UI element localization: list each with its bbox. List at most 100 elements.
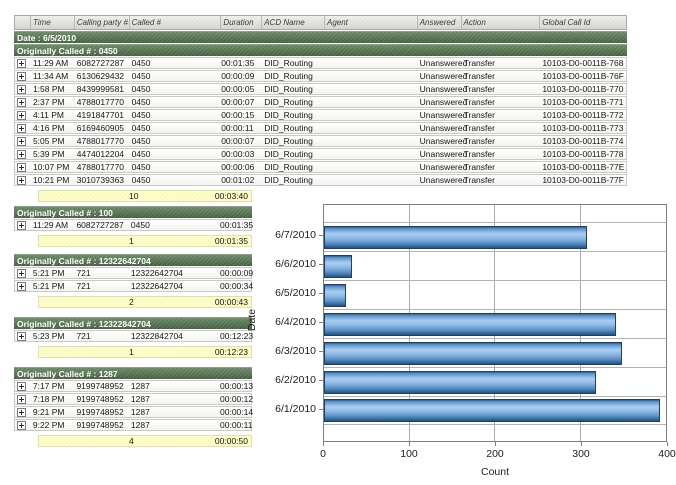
group-summary-row: 10 00:03:40	[38, 190, 252, 202]
expand-icon[interactable]	[17, 268, 26, 278]
cell-answered: Unanswered	[419, 149, 468, 159]
expand-icon[interactable]	[17, 381, 26, 391]
cell-called: 1287	[130, 394, 150, 404]
table-row: 7:18 PM 9199748952 1287 00:00:12	[14, 393, 253, 405]
chart-bar	[324, 283, 346, 307]
expand-cell	[15, 394, 31, 404]
chart-category-row	[324, 280, 666, 309]
expand-icon[interactable]	[17, 162, 26, 172]
cell-calling-party: 3010739363	[76, 175, 125, 185]
table-row: 10:21 PM 3010739363 0450 00:01:02 DID_Routin…	[14, 174, 627, 186]
expand-icon[interactable]	[17, 123, 26, 133]
expand-cell	[15, 268, 31, 278]
group-total-duration: 00:03:40	[214, 191, 248, 201]
expand-icon[interactable]	[17, 110, 26, 120]
expand-icon[interactable]	[17, 58, 26, 68]
cell-duration: 00:01:02	[221, 175, 255, 185]
y-tick	[319, 293, 323, 294]
cell-global-call-id: 10103-D0-0011B-772	[542, 110, 624, 120]
y-tick	[319, 380, 323, 381]
cell-agent	[325, 136, 418, 146]
cell-called: 0450	[131, 97, 151, 107]
cell-action: Transfer	[463, 97, 495, 107]
expand-cell	[15, 123, 31, 133]
cell-acd-name: DID_Routing	[264, 84, 313, 94]
table-row: 10:07 PM 4788017770 0450 00:00:06 DID_Routin…	[14, 161, 627, 173]
expand-cell	[15, 136, 31, 146]
cell-duration: 00:00:11	[221, 123, 254, 133]
chart-bar	[324, 370, 596, 394]
expand-icon[interactable]	[17, 220, 26, 230]
group-summary-row: 4 00:00:50	[38, 435, 252, 447]
cell-acd-name: DID_Routing	[264, 123, 313, 133]
expand-icon[interactable]	[17, 84, 26, 94]
column-header-called: Called #	[130, 16, 222, 29]
cell-called: 0450	[131, 175, 151, 185]
cell-called: 0450	[131, 136, 151, 146]
expand-icon[interactable]	[17, 394, 26, 404]
chart-category-row	[324, 251, 666, 280]
cell-time: 11:29 AM	[32, 220, 69, 230]
cell-answered: Unanswered	[419, 162, 468, 172]
expand-icon[interactable]	[17, 407, 26, 417]
group-total-duration: 00:12:23	[214, 347, 248, 357]
cell-global-call-id: 10103-D0-0011B-778	[542, 149, 624, 159]
cell-calling-party: 721	[76, 331, 91, 341]
group-table: Originally Called # : 1287 7:17 PM 9199748…	[14, 366, 254, 447]
y-tick	[319, 409, 323, 410]
expand-icon[interactable]	[17, 331, 26, 341]
x-axis-title: Count	[480, 466, 510, 478]
chart-category-row	[324, 396, 666, 425]
expand-icon[interactable]	[17, 281, 26, 291]
y-tick	[319, 264, 323, 265]
cell-called: 1287	[130, 407, 150, 417]
y-tick-label: 6/3/2010	[275, 345, 316, 357]
column-header-time: Time	[31, 16, 75, 29]
cell-calling-party: 9199748952	[76, 394, 124, 404]
cell-duration: 00:00:14	[220, 407, 254, 417]
group-call-count: 2	[129, 297, 134, 307]
table-row: 11:29 AM 6082727287 0450 00:01:35 DID_Routin…	[14, 57, 627, 69]
cell-answered: Unanswered	[419, 110, 468, 120]
cell-calling-party: 721	[76, 281, 91, 291]
cell-time: 11:29 AM	[32, 58, 69, 68]
expand-icon[interactable]	[17, 420, 26, 430]
expand-icon[interactable]	[17, 97, 26, 107]
cell-time: 2:37 PM	[32, 97, 65, 107]
expand-cell	[15, 407, 31, 417]
cell-time: 10:21 PM	[32, 175, 70, 185]
expand-icon[interactable]	[17, 136, 26, 146]
cell-acd-name: DID_Routing	[264, 97, 313, 107]
table-row: 5:23 PM 721 12322842704 00:12:23	[14, 330, 253, 342]
table-row: 4:11 PM 4191847701 0450 00:00:15 DID_Routing…	[14, 109, 627, 121]
table-row: 5:21 PM 721 12322642704 00:00:09	[14, 267, 253, 279]
x-tick	[581, 442, 582, 446]
group-band: Originally Called # : 12322642704	[14, 254, 252, 266]
group-band: Originally Called # : 1287	[14, 367, 252, 379]
expand-icon[interactable]	[17, 149, 26, 159]
cell-agent	[325, 71, 418, 81]
cell-duration: 00:00:09	[221, 71, 255, 81]
cell-acd-name: DID_Routing	[264, 58, 313, 68]
cell-calling-party: 8439999581	[76, 84, 125, 94]
expand-icon[interactable]	[17, 175, 26, 185]
table-row: 5:21 PM 721 12322642704 00:00:34	[14, 280, 253, 292]
cell-time: 7:18 PM	[32, 394, 65, 404]
date-group-band: Date : 6/5/2010	[14, 31, 627, 43]
y-axis-title: Date	[246, 308, 258, 332]
cell-global-call-id: 10103-D0-0011B-768	[542, 58, 624, 68]
column-header-action: Action	[462, 16, 541, 29]
cell-called: 0450	[131, 110, 151, 120]
group-band: Originally Called # : 12322842704	[14, 317, 252, 329]
expand-cell	[15, 220, 31, 230]
cell-acd-name: DID_Routing	[264, 136, 313, 146]
cell-calling-party: 6082727287	[76, 58, 125, 68]
cell-time: 7:17 PM	[32, 381, 65, 391]
chart-category-row	[324, 367, 666, 396]
expand-icon[interactable]	[17, 71, 26, 81]
y-tick-label: 6/1/2010	[275, 403, 316, 415]
cell-agent	[325, 84, 418, 94]
cell-duration: 00:01:35	[221, 58, 255, 68]
cell-time: 5:23 PM	[32, 331, 65, 341]
cell-action: Transfer	[463, 175, 495, 185]
